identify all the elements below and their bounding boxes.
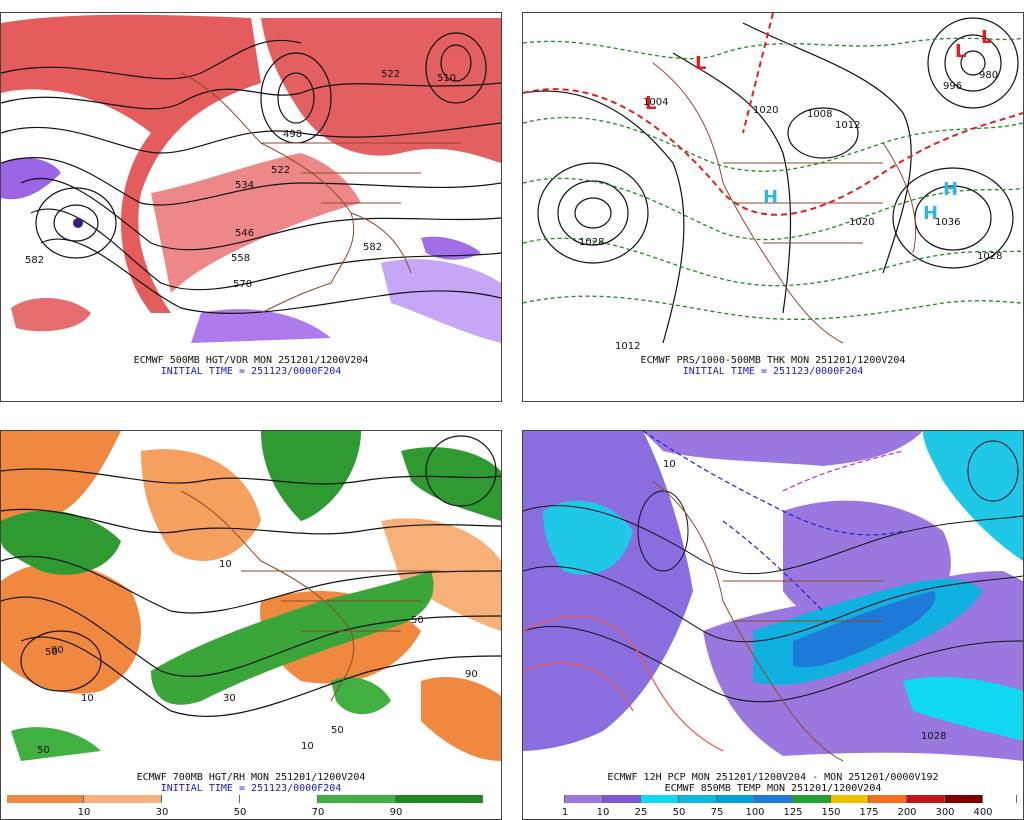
low-pressure-center: L: [645, 93, 656, 114]
colorbar-segment: [603, 795, 641, 803]
map-500mb-vorticity: 522 510 498 522 534 546 558 570 582 582: [1, 13, 501, 348]
contour-label: 980: [979, 70, 998, 81]
colorbar-label: 70: [311, 807, 325, 818]
colorbar-label: 175: [859, 807, 879, 818]
colorbar-segment: [907, 795, 945, 803]
rh-colorbar: 10 30 50 70 90: [7, 795, 483, 819]
low-pressure-center: L: [695, 53, 706, 74]
colorbar-label: 100: [745, 807, 765, 818]
contour-label: 1012: [615, 341, 640, 352]
panel-mslp-thickness: L L L L H H H 1028 1004 1020 1008 1012 1…: [522, 12, 1024, 402]
panel-subtitle: ECMWF 850MB TEMP MON 251201/1200V204: [664, 783, 882, 794]
colorbar-label: 400: [973, 807, 993, 818]
precip-colorbar: 1 10 25 50 75 100 125 150 175 200 300 40…: [527, 795, 1017, 819]
colorbar-segment: [717, 795, 755, 803]
panel-init-time: INITIAL TIME = 251123/0000F204: [160, 783, 342, 794]
contour-label: 10: [301, 741, 314, 752]
colorbar-segment: [983, 795, 1017, 803]
low-pressure-center: L: [981, 27, 992, 48]
colorbar-label: 10: [596, 807, 610, 818]
contour-label: 546: [235, 228, 254, 239]
contour-label: 1036: [935, 217, 960, 228]
contour-label: 522: [381, 69, 400, 80]
map-mslp-thickness: L L L L H H H 1028 1004 1020 1008 1012 1…: [523, 13, 1023, 352]
panel-precip-850mb-temp: 1028 10 ECMWF 12H PCP MON 251201/1200V20…: [522, 430, 1024, 820]
contour-label: 570: [233, 279, 252, 290]
contour-label: 30: [223, 693, 236, 704]
colorbar-label: 10: [77, 807, 91, 818]
colorbar-label: 30: [155, 807, 169, 818]
contour-label: 522: [271, 165, 290, 176]
colorbar-segment: [641, 795, 679, 803]
colorbar-label: 50: [233, 807, 247, 818]
low-pressure-center: L: [955, 41, 966, 62]
contour-label: 10: [663, 459, 676, 470]
contour-label: 50: [411, 615, 424, 626]
colorbar-segment: [869, 795, 907, 803]
high-pressure-center: H: [943, 179, 958, 200]
contour-label: 582: [25, 255, 44, 266]
colorbar-segment: [679, 795, 717, 803]
panel-init-time: INITIAL TIME = 251123/0000F204: [682, 366, 864, 377]
contour-label: 10: [81, 693, 94, 704]
panel-500mb-hgt-vor: 522 510 498 522 534 546 558 570 582 582 …: [0, 12, 502, 402]
colorbar-segment: [7, 795, 84, 803]
panel-title: ECMWF PRS/1000-500MB THK MON 251201/1200…: [640, 355, 906, 366]
colorbar-segment: [755, 795, 793, 803]
colorbar-label: 25: [634, 807, 648, 818]
contour-label: 534: [235, 180, 254, 191]
colorbar-segment: [84, 795, 162, 803]
contour-label: 1028: [579, 237, 604, 248]
contour-label: 1028: [977, 251, 1002, 262]
colorbar-label: 75: [710, 807, 724, 818]
panel-init-time: INITIAL TIME = 251123/0000F204: [160, 366, 342, 377]
contour-label: 90: [465, 669, 478, 680]
colorbar-label: 300: [935, 807, 955, 818]
contour-label: 50: [331, 725, 344, 736]
contour-label: 510: [437, 73, 456, 84]
contour-label: 50: [45, 647, 58, 658]
contour-label: 90: [51, 645, 64, 656]
panel-700mb-hgt-rh: 10 50 90 10 30 50 90 50 10 50 ECMWF 700M…: [0, 430, 502, 820]
contour-label: 582: [363, 242, 382, 253]
panel-title: ECMWF 500MB HGT/VOR MON 251201/1200V204: [133, 355, 369, 366]
colorbar-label: 1: [561, 807, 569, 818]
high-pressure-center: H: [923, 203, 938, 224]
colorbar-label: 50: [672, 807, 686, 818]
colorbar-label: 125: [783, 807, 803, 818]
contour-label: 558: [231, 253, 250, 264]
panel-title: ECMWF 700MB HGT/RH MON 251201/1200V204: [136, 772, 366, 783]
contour-label: 50: [37, 745, 50, 756]
contour-label: 1012: [835, 120, 860, 131]
panel-title: ECMWF 12H PCP MON 251201/1200V204 - MON …: [607, 772, 939, 783]
colorbar-segment: [318, 795, 396, 803]
contour-label: 498: [283, 129, 302, 140]
contour-label: 1020: [849, 217, 874, 228]
colorbar-segment: [240, 795, 318, 803]
colorbar-segment: [793, 795, 831, 803]
contour-label: 996: [943, 81, 962, 92]
contour-label: 1028: [921, 731, 946, 742]
colorbar-segment: [162, 795, 240, 803]
contour-label: 1004: [643, 97, 668, 108]
colorbar-segment: [831, 795, 869, 803]
contour-label: 10: [219, 559, 232, 570]
contour-label: 1020: [753, 105, 778, 116]
colorbar-label: 200: [897, 807, 917, 818]
colorbar-segment: [396, 795, 483, 803]
colorbar-label: 90: [389, 807, 403, 818]
contour-label: 1008: [807, 109, 832, 120]
map-700mb-relative-humidity: 10 50 90 10 30 50 90 50 10 50: [1, 431, 501, 771]
high-pressure-center: H: [763, 187, 778, 208]
colorbar-segment: [945, 795, 983, 803]
map-precip-850mb-temp: 1028 10: [523, 431, 1023, 771]
colorbar-segment: [527, 795, 565, 803]
colorbar-segment: [565, 795, 603, 803]
colorbar-label: 150: [821, 807, 841, 818]
